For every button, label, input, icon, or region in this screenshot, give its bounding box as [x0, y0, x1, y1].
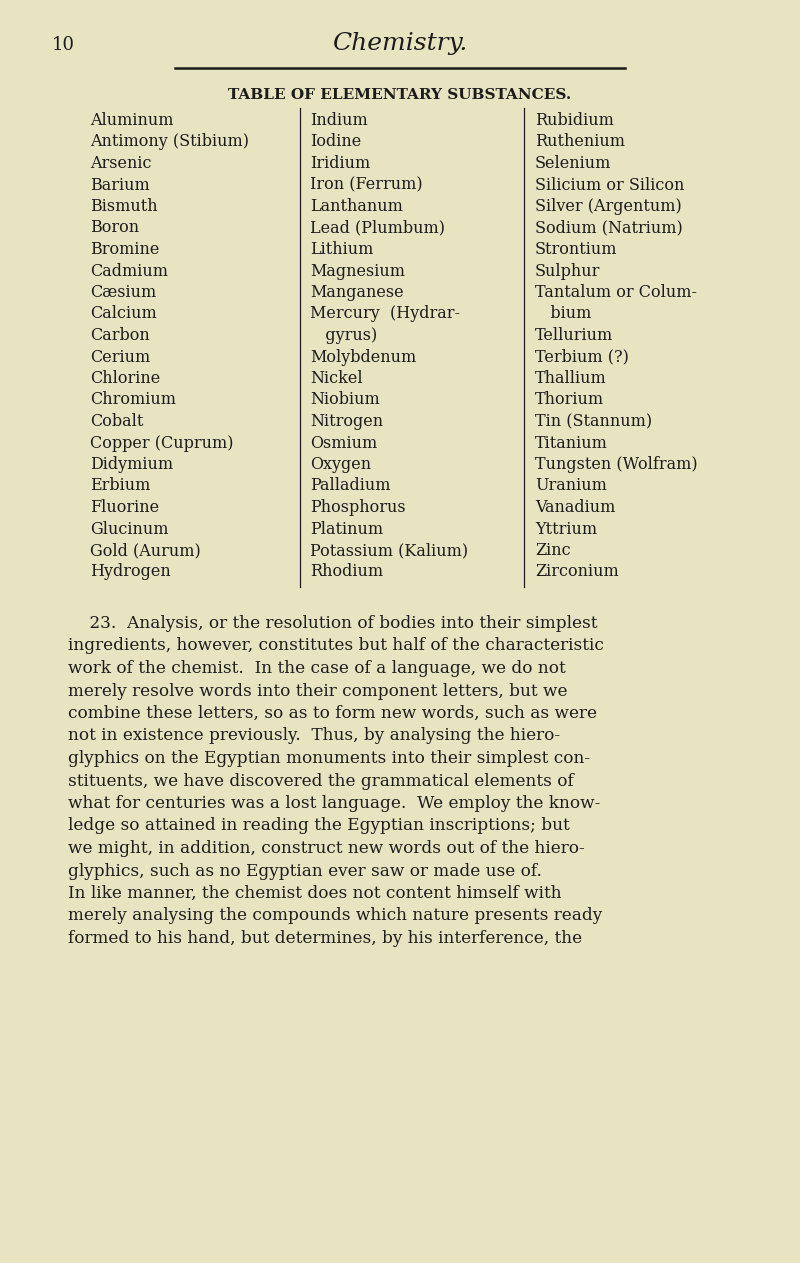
Text: glyphics, such as no Egyptian ever saw or made use of.: glyphics, such as no Egyptian ever saw o…	[68, 863, 542, 879]
Text: Rhodium: Rhodium	[310, 563, 383, 581]
Text: not in existence previously.  Thus, by analysing the hiero-: not in existence previously. Thus, by an…	[68, 727, 560, 744]
Text: formed to his hand, but determines, by his interference, the: formed to his hand, but determines, by h…	[68, 930, 582, 947]
Text: Magnesium: Magnesium	[310, 263, 405, 279]
Text: Antimony (Stibium): Antimony (Stibium)	[90, 134, 249, 150]
Text: Thorium: Thorium	[535, 392, 604, 408]
Text: stituents, we have discovered the grammatical elements of: stituents, we have discovered the gramma…	[68, 773, 574, 789]
Text: Iridium: Iridium	[310, 155, 370, 172]
Text: Fluorine: Fluorine	[90, 499, 159, 517]
Text: Zinc: Zinc	[535, 542, 570, 560]
Text: Gold (Aurum): Gold (Aurum)	[90, 542, 201, 560]
Text: Erbium: Erbium	[90, 477, 150, 495]
Text: ledge so attained in reading the Egyptian inscriptions; but: ledge so attained in reading the Egyptia…	[68, 817, 570, 835]
Text: ingredients, however, constitutes but half of the characteristic: ingredients, however, constitutes but ha…	[68, 638, 604, 654]
Text: Selenium: Selenium	[535, 155, 611, 172]
Text: Nitrogen: Nitrogen	[310, 413, 383, 429]
Text: work of the chemist.  In the case of a language, we do not: work of the chemist. In the case of a la…	[68, 661, 566, 677]
Text: Oxygen: Oxygen	[310, 456, 371, 474]
Text: Cæsium: Cæsium	[90, 284, 156, 301]
Text: Tantalum or Colum-: Tantalum or Colum-	[535, 284, 697, 301]
Text: Iron (Ferrum): Iron (Ferrum)	[310, 177, 422, 193]
Text: Osmium: Osmium	[310, 434, 378, 451]
Text: Glucinum: Glucinum	[90, 520, 169, 538]
Text: Tin (Stannum): Tin (Stannum)	[535, 413, 652, 429]
Text: 10: 10	[52, 37, 75, 54]
Text: Titanium: Titanium	[535, 434, 608, 451]
Text: Strontium: Strontium	[535, 241, 618, 258]
Text: what for centuries was a lost language.  We employ the know-: what for centuries was a lost language. …	[68, 794, 600, 812]
Text: Bromine: Bromine	[90, 241, 159, 258]
Text: Tungsten (Wolfram): Tungsten (Wolfram)	[535, 456, 698, 474]
Text: Silver (Argentum): Silver (Argentum)	[535, 198, 682, 215]
Text: Niobium: Niobium	[310, 392, 380, 408]
Text: Aluminum: Aluminum	[90, 112, 174, 129]
Text: Molybdenum: Molybdenum	[310, 349, 416, 365]
Text: Platinum: Platinum	[310, 520, 383, 538]
Text: Iodine: Iodine	[310, 134, 362, 150]
Text: Sodium (Natrium): Sodium (Natrium)	[535, 220, 682, 236]
Text: Carbon: Carbon	[90, 327, 150, 344]
Text: gyrus): gyrus)	[310, 327, 378, 344]
Text: Cobalt: Cobalt	[90, 413, 143, 429]
Text: Bismuth: Bismuth	[90, 198, 158, 215]
Text: Boron: Boron	[90, 220, 139, 236]
Text: TABLE OF ELEMENTARY SUBSTANCES.: TABLE OF ELEMENTARY SUBSTANCES.	[228, 88, 572, 102]
Text: Zirconium: Zirconium	[535, 563, 618, 581]
Text: Manganese: Manganese	[310, 284, 404, 301]
Text: Indium: Indium	[310, 112, 368, 129]
Text: Copper (Cuprum): Copper (Cuprum)	[90, 434, 234, 451]
Text: Phosphorus: Phosphorus	[310, 499, 406, 517]
Text: Cerium: Cerium	[90, 349, 150, 365]
Text: Calcium: Calcium	[90, 306, 157, 322]
Text: Arsenic: Arsenic	[90, 155, 151, 172]
Text: bium: bium	[535, 306, 591, 322]
Text: glyphics on the Egyptian monuments into their simplest con-: glyphics on the Egyptian monuments into …	[68, 750, 590, 767]
Text: Sulphur: Sulphur	[535, 263, 600, 279]
Text: Uranium: Uranium	[535, 477, 607, 495]
Text: Mercury  (Hydrar-: Mercury (Hydrar-	[310, 306, 460, 322]
Text: 23.  Analysis, or the resolution of bodies into their simplest: 23. Analysis, or the resolution of bodie…	[68, 615, 598, 632]
Text: Barium: Barium	[90, 177, 150, 193]
Text: Tellurium: Tellurium	[535, 327, 614, 344]
Text: Didymium: Didymium	[90, 456, 173, 474]
Text: Ruthenium: Ruthenium	[535, 134, 625, 150]
Text: Palladium: Palladium	[310, 477, 390, 495]
Text: Yttrium: Yttrium	[535, 520, 597, 538]
Text: Terbium (?): Terbium (?)	[535, 349, 629, 365]
Text: merely resolve words into their component letters, but we: merely resolve words into their componen…	[68, 682, 567, 700]
Text: combine these letters, so as to form new words, such as were: combine these letters, so as to form new…	[68, 705, 597, 722]
Text: Thallium: Thallium	[535, 370, 606, 386]
Text: Chemistry.: Chemistry.	[332, 32, 468, 56]
Text: Lanthanum: Lanthanum	[310, 198, 403, 215]
Text: Cadmium: Cadmium	[90, 263, 168, 279]
Text: Lead (Plumbum): Lead (Plumbum)	[310, 220, 445, 236]
Text: Hydrogen: Hydrogen	[90, 563, 170, 581]
Text: Chromium: Chromium	[90, 392, 176, 408]
Text: Lithium: Lithium	[310, 241, 374, 258]
Text: Chlorine: Chlorine	[90, 370, 160, 386]
Text: Nickel: Nickel	[310, 370, 362, 386]
Text: merely analysing the compounds which nature presents ready: merely analysing the compounds which nat…	[68, 908, 602, 925]
Text: Silicium or Silicon: Silicium or Silicon	[535, 177, 684, 193]
Text: Rubidium: Rubidium	[535, 112, 614, 129]
Text: we might, in addition, construct new words out of the hiero-: we might, in addition, construct new wor…	[68, 840, 585, 858]
Text: In like manner, the chemist does not content himself with: In like manner, the chemist does not con…	[68, 885, 562, 902]
Text: Vanadium: Vanadium	[535, 499, 615, 517]
Text: Potassium (Kalium): Potassium (Kalium)	[310, 542, 468, 560]
